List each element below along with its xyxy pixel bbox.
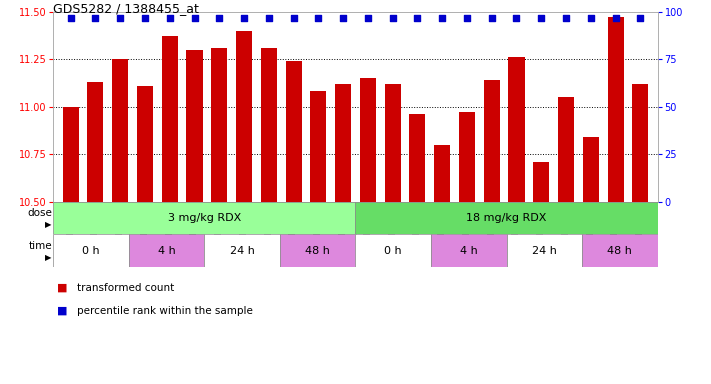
Text: 4 h: 4 h — [460, 245, 478, 256]
Point — [313, 15, 324, 21]
Point — [238, 15, 250, 21]
Bar — [53, 234, 129, 267]
Point — [461, 15, 473, 21]
Bar — [434, 145, 450, 202]
Bar — [53, 202, 356, 234]
Point — [560, 15, 572, 21]
Text: 24 h: 24 h — [230, 245, 255, 256]
Text: percentile rank within the sample: percentile rank within the sample — [77, 306, 252, 316]
Bar — [356, 234, 431, 267]
Point — [338, 15, 349, 21]
Text: 48 h: 48 h — [305, 245, 330, 256]
Bar — [137, 86, 153, 202]
Point — [288, 15, 299, 21]
Bar — [286, 61, 301, 202]
Point — [387, 15, 398, 21]
Point — [486, 15, 498, 21]
Bar — [87, 82, 104, 202]
Bar — [129, 234, 205, 267]
Point — [585, 15, 597, 21]
Bar — [211, 48, 228, 202]
Bar — [261, 48, 277, 202]
Bar — [280, 234, 356, 267]
Bar — [186, 50, 203, 202]
Point — [437, 15, 448, 21]
Bar — [632, 84, 648, 202]
Bar — [607, 17, 624, 202]
Point — [362, 15, 373, 21]
Point — [635, 15, 646, 21]
Text: time: time — [28, 241, 52, 251]
Bar — [582, 234, 658, 267]
Bar — [205, 234, 280, 267]
Bar — [506, 234, 582, 267]
Bar — [161, 36, 178, 202]
Bar — [558, 97, 574, 202]
Text: ■: ■ — [57, 306, 68, 316]
Text: GDS5282 / 1388455_at: GDS5282 / 1388455_at — [53, 2, 199, 15]
Bar — [356, 202, 658, 234]
Bar — [385, 84, 401, 202]
Point — [189, 15, 201, 21]
Bar — [310, 91, 326, 202]
Bar — [112, 59, 128, 202]
Bar — [335, 84, 351, 202]
Text: 4 h: 4 h — [158, 245, 176, 256]
Point — [65, 15, 76, 21]
Point — [139, 15, 151, 21]
Bar — [63, 107, 79, 202]
Text: 0 h: 0 h — [385, 245, 402, 256]
Point — [510, 15, 522, 21]
Point — [164, 15, 176, 21]
Text: ▶: ▶ — [46, 220, 52, 229]
Bar — [533, 162, 550, 202]
Text: transformed count: transformed count — [77, 283, 174, 293]
Bar — [508, 57, 525, 202]
Bar — [360, 78, 376, 202]
Text: 3 mg/kg RDX: 3 mg/kg RDX — [168, 213, 241, 223]
Bar — [459, 112, 475, 202]
Bar — [236, 31, 252, 202]
Point — [114, 15, 126, 21]
Bar — [431, 234, 506, 267]
Point — [90, 15, 101, 21]
Text: 24 h: 24 h — [532, 245, 557, 256]
Text: 18 mg/kg RDX: 18 mg/kg RDX — [466, 213, 547, 223]
Text: dose: dose — [27, 208, 52, 218]
Bar — [410, 114, 425, 202]
Text: ■: ■ — [57, 283, 68, 293]
Text: 48 h: 48 h — [607, 245, 632, 256]
Point — [412, 15, 423, 21]
Point — [263, 15, 274, 21]
Point — [535, 15, 547, 21]
Text: 0 h: 0 h — [82, 245, 100, 256]
Point — [610, 15, 621, 21]
Text: ▶: ▶ — [46, 253, 52, 262]
Bar — [583, 137, 599, 202]
Point — [213, 15, 225, 21]
Bar — [483, 80, 500, 202]
